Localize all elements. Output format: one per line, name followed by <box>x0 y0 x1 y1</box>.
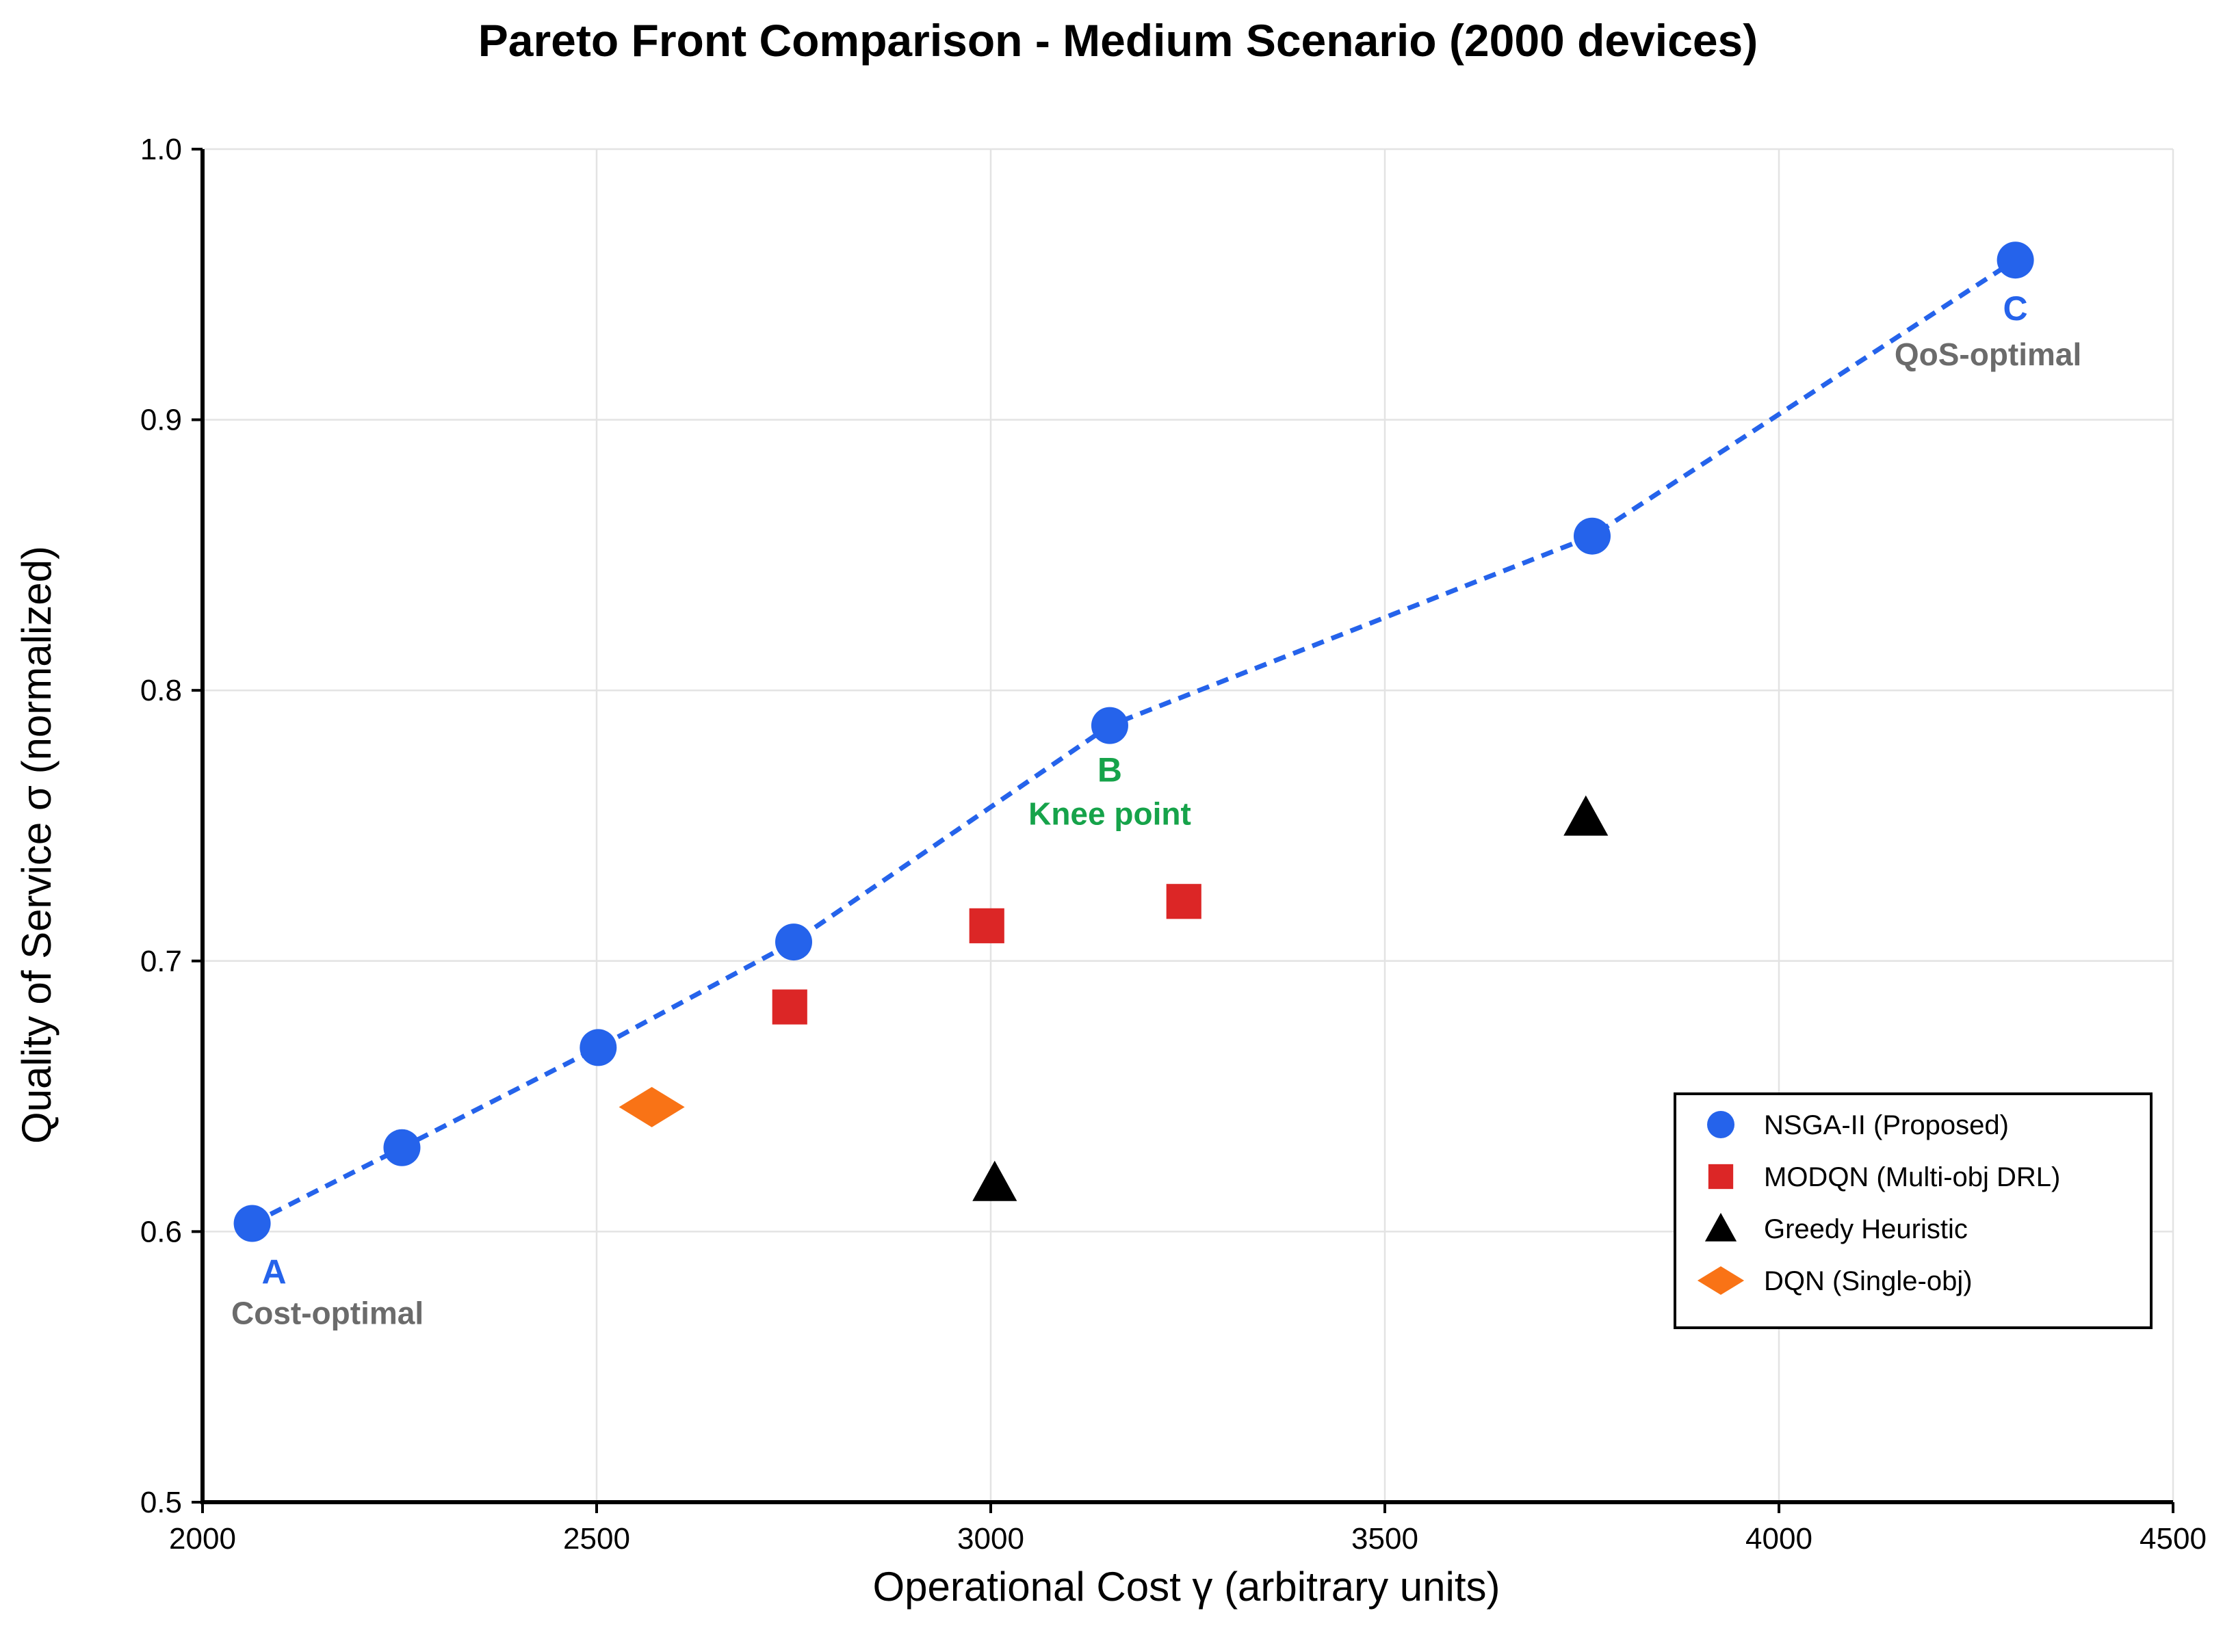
legend-marker <box>1704 1213 1737 1242</box>
nsga-ii-proposed-line <box>250 258 2017 1226</box>
chart-title: Pareto Front Comparison - Medium Scenari… <box>478 15 1758 66</box>
annotation-letter: C <box>2003 289 2028 328</box>
legend-marker <box>1697 1266 1745 1295</box>
annotation-label: Knee point <box>1028 796 1191 832</box>
nsga-ii-proposed-point <box>1997 241 2034 279</box>
grid <box>203 148 2174 1502</box>
x-axis-label: Operational Cost γ (arbitrary units) <box>873 1564 1500 1610</box>
dqn-single-obj-point <box>619 1086 685 1127</box>
nsga-ii-proposed-point <box>1573 517 1611 555</box>
y-tick-label: 0.7 <box>140 945 182 978</box>
y-tick-label: 1.0 <box>140 133 182 166</box>
legend-box <box>1674 1092 2153 1329</box>
annotation-label: Cost-optimal <box>231 1296 424 1331</box>
y-tick-label: 0.9 <box>140 404 182 437</box>
annotation-letter: B <box>1097 751 1122 789</box>
legend-marker <box>1708 1164 1734 1190</box>
legend-label: Greedy Heuristic <box>1764 1214 1968 1244</box>
greedy-heuristic-point <box>1563 795 1609 836</box>
x-tick-label: 2000 <box>169 1522 236 1556</box>
modqn-multi-obj-drl-point <box>1166 884 1201 919</box>
greedy-heuristic-point <box>972 1160 1017 1201</box>
axes: 2000 2500 3000 3500 4000 4500 0.5 0.6 0.7 0.8 0.9 1… <box>140 133 2207 1556</box>
annotations: A Cost-optimal B Knee point C QoS-optimal <box>231 289 2081 1330</box>
legend-label: NSGA-II (Proposed) <box>1764 1110 2009 1140</box>
nsga-ii-proposed-point <box>383 1129 421 1166</box>
x-tick-label: 3000 <box>957 1522 1024 1556</box>
nsga-ii-proposed-point <box>775 923 812 961</box>
legend-label: MODQN (Multi-obj DRL) <box>1764 1162 2060 1192</box>
series-lines <box>250 258 2017 1226</box>
annotation-label: QoS-optimal <box>1895 337 2081 372</box>
y-tick-label: 0.8 <box>140 674 182 707</box>
x-tick-label: 4000 <box>1745 1522 1812 1556</box>
nsga-ii-proposed-point <box>1091 707 1128 744</box>
modqn-multi-obj-drl-point <box>772 989 807 1025</box>
y-tick-label: 0.5 <box>140 1486 182 1519</box>
x-tick-label: 4500 <box>2140 1522 2207 1556</box>
legend-label: DQN (Single-obj) <box>1764 1266 1973 1296</box>
y-tick-label: 0.6 <box>140 1215 182 1248</box>
nsga-ii-proposed-point <box>580 1029 617 1066</box>
x-tick-label: 3500 <box>1351 1522 1418 1556</box>
y-axis-label: Quality of Service σ (normalized) <box>14 546 60 1144</box>
x-tick-label: 2500 <box>563 1522 630 1556</box>
data-markers <box>233 241 2034 1242</box>
legend-marker <box>1707 1111 1734 1138</box>
nsga-ii-proposed-point <box>233 1205 271 1242</box>
modqn-multi-obj-drl-point <box>969 908 1004 943</box>
legend: NSGA-II (Proposed) MODQN (Multi-obj DRL) G… <box>1674 1092 2153 1329</box>
annotation-letter: A <box>262 1253 287 1292</box>
